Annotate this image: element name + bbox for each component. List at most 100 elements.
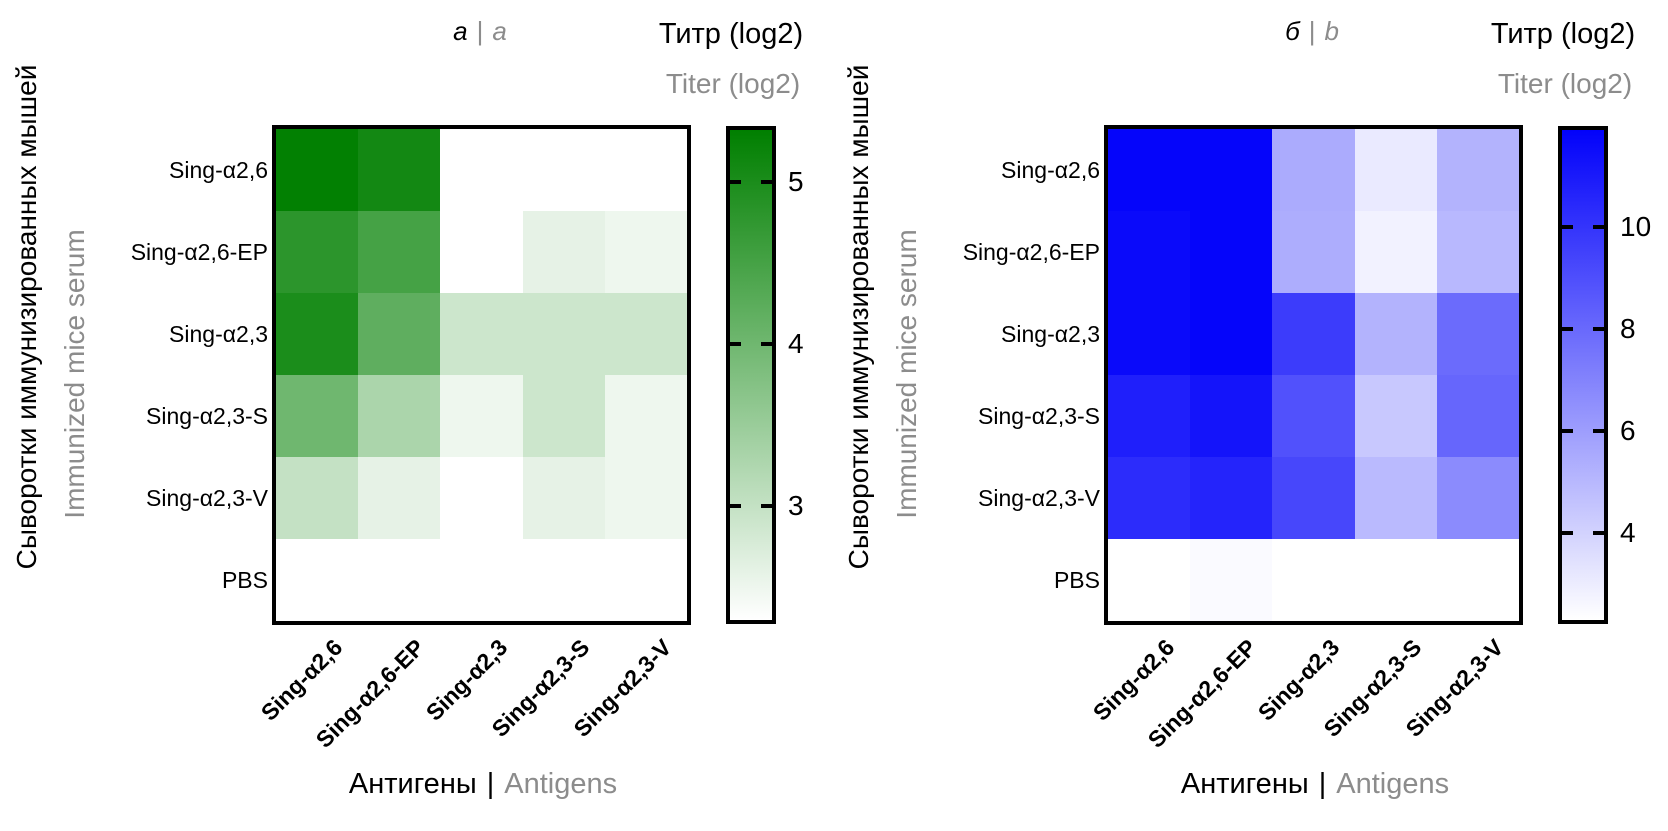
row-label: Sing-α2,3-V bbox=[146, 484, 268, 511]
x-axis-title-en: Antigens bbox=[504, 768, 618, 800]
heatmap-cell bbox=[522, 457, 605, 539]
y-axis-title-ru: Сыворотки иммунизированных мышей bbox=[843, 64, 874, 570]
heatmap-cell bbox=[358, 375, 441, 457]
heatmap-cell bbox=[1354, 129, 1437, 211]
heatmap-cell bbox=[604, 293, 687, 375]
heatmap-cell bbox=[276, 457, 359, 539]
x-axis-title-ru: Антигены bbox=[348, 768, 477, 800]
colorbar-tick bbox=[1562, 224, 1573, 229]
colorbar-tick bbox=[730, 504, 741, 509]
heatmap-cell bbox=[1108, 457, 1191, 539]
row-label: PBS bbox=[221, 566, 268, 593]
heatmap-cell bbox=[522, 211, 605, 293]
colorbar-tick-label: 6 bbox=[1620, 415, 1636, 447]
heatmap-cell bbox=[358, 211, 441, 293]
row-label: Sing-α2,3-V bbox=[978, 484, 1100, 511]
heatmap-cell bbox=[1190, 375, 1273, 457]
heatmap-cell bbox=[440, 375, 523, 457]
heatmap-cell bbox=[1436, 211, 1519, 293]
colorbar-tick bbox=[1562, 531, 1573, 536]
heatmap-cell bbox=[1108, 293, 1191, 375]
heatmap-cell bbox=[522, 129, 605, 211]
colorbar-gradient bbox=[1562, 130, 1604, 620]
heatmap-cell bbox=[440, 293, 523, 375]
colorbar-tick bbox=[761, 179, 772, 184]
colorbar-gradient bbox=[730, 130, 772, 620]
heatmap-cell bbox=[276, 539, 359, 621]
heatmap-cell bbox=[522, 539, 605, 621]
heatmap bbox=[1104, 125, 1523, 625]
panel-label-separator: | bbox=[1308, 16, 1316, 46]
heatmap-cell bbox=[1354, 211, 1437, 293]
heatmap-cell bbox=[604, 375, 687, 457]
heatmap-cell bbox=[522, 293, 605, 375]
heatmap-cell bbox=[1108, 375, 1191, 457]
heatmap-cell bbox=[1190, 457, 1273, 539]
heatmap-cell bbox=[1354, 457, 1437, 539]
heatmap-cell bbox=[1272, 457, 1355, 539]
colorbar-tick-label: 4 bbox=[788, 328, 804, 360]
x-axis-title-ru: Антигены bbox=[1180, 768, 1309, 800]
colorbar-title-en: Titer (log2) bbox=[1497, 68, 1633, 99]
heatmap-cell bbox=[1354, 539, 1437, 621]
colorbar-title-ru: Титр (log2) bbox=[1490, 18, 1636, 50]
heatmap-cell bbox=[1354, 375, 1437, 457]
y-axis-title-ru: Сыворотки иммунизированных мышей bbox=[11, 64, 42, 570]
heatmap-cell bbox=[1354, 293, 1437, 375]
heatmap-cell bbox=[276, 375, 359, 457]
row-label: Sing-α2,6-EP bbox=[130, 238, 268, 265]
heatmap-cell bbox=[276, 129, 359, 211]
colorbar-tick bbox=[761, 342, 772, 347]
colorbar-tick bbox=[1593, 531, 1604, 536]
heatmap-cell bbox=[604, 539, 687, 621]
panel-label-ru: б bbox=[1285, 16, 1300, 46]
colorbar-tick bbox=[730, 179, 741, 184]
colorbar-tick-label: 5 bbox=[788, 165, 804, 197]
colorbar-tick bbox=[1562, 429, 1573, 434]
x-axis-title-en: Antigens bbox=[1336, 768, 1450, 800]
row-label: Sing-α2,6-EP bbox=[962, 238, 1100, 265]
panel-a-label: а | a bbox=[453, 16, 507, 47]
x-axis-title-separator: | bbox=[486, 768, 495, 800]
heatmap-cell bbox=[358, 129, 441, 211]
row-label: Sing-α2,6 bbox=[169, 156, 268, 183]
row-label: Sing-α2,3 bbox=[169, 320, 268, 347]
heatmap-cell bbox=[358, 293, 441, 375]
colorbar bbox=[1558, 126, 1608, 624]
heatmap bbox=[272, 125, 691, 625]
heatmap-cell bbox=[1190, 129, 1273, 211]
heatmap-cell bbox=[604, 211, 687, 293]
heatmap-cell bbox=[1108, 211, 1191, 293]
panel-label-en: a bbox=[492, 16, 507, 46]
colorbar-tick bbox=[1562, 327, 1573, 332]
heatmap-cell bbox=[1190, 211, 1273, 293]
colorbar-tick-label: 8 bbox=[1620, 313, 1636, 345]
row-label: Sing-α2,3-S bbox=[978, 402, 1100, 429]
heatmap-cell bbox=[604, 129, 687, 211]
heatmap-cell bbox=[440, 539, 523, 621]
heatmap-cell bbox=[1190, 293, 1273, 375]
colorbar-tick bbox=[1593, 327, 1604, 332]
colorbar-title-en: Titer (log2) bbox=[665, 68, 801, 99]
heatmap-cell bbox=[358, 539, 441, 621]
heatmap-cell bbox=[604, 457, 687, 539]
heatmap-cell bbox=[1436, 539, 1519, 621]
x-axis-title: Антигены | Antigens bbox=[349, 768, 617, 801]
heatmap-cell bbox=[1436, 457, 1519, 539]
heatmap-cell bbox=[1272, 211, 1355, 293]
panel-label-ru: а bbox=[453, 16, 468, 46]
colorbar-title-ru: Титр (log2) bbox=[658, 18, 804, 50]
heatmap-cell bbox=[276, 293, 359, 375]
heatmap-cell bbox=[358, 457, 441, 539]
row-label: Sing-α2,3 bbox=[1001, 320, 1100, 347]
colorbar-tick bbox=[1593, 224, 1604, 229]
heatmap-cell bbox=[440, 457, 523, 539]
heatmap-cell bbox=[1108, 129, 1191, 211]
heatmap-cell bbox=[1108, 539, 1191, 621]
panel-label-separator: | bbox=[476, 16, 484, 46]
colorbar bbox=[726, 126, 776, 624]
x-axis-title: Антигены | Antigens bbox=[1181, 768, 1449, 801]
panel-label-en: b bbox=[1324, 16, 1339, 46]
colorbar-tick bbox=[1593, 429, 1604, 434]
